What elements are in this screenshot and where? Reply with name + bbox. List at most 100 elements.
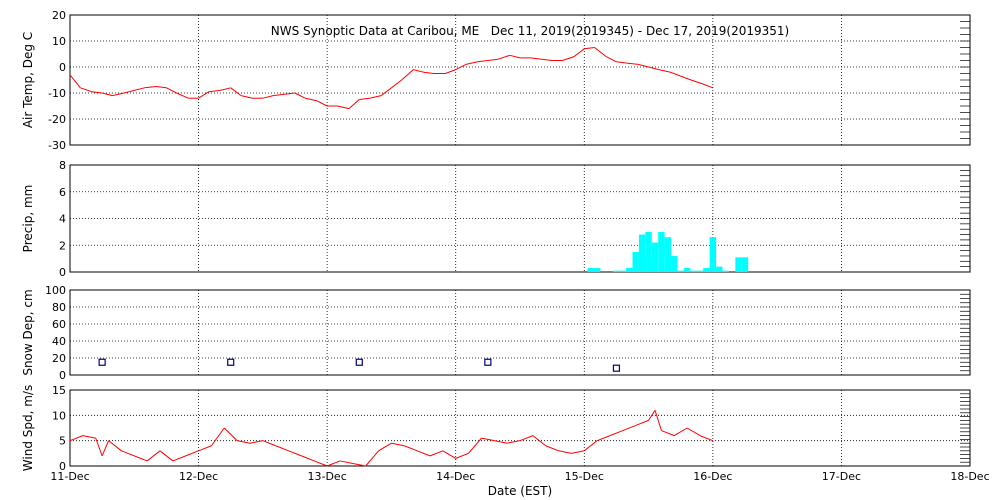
air-temp-segment bbox=[497, 54, 510, 60]
air-temp-segment bbox=[605, 56, 617, 63]
precip-bar bbox=[619, 270, 627, 272]
precip-bar bbox=[613, 270, 620, 272]
precip-bar bbox=[658, 231, 665, 272]
wind-speed-segment bbox=[339, 460, 353, 464]
wind-speed-segment bbox=[237, 440, 251, 444]
precip-bar bbox=[593, 267, 601, 272]
precip-bar bbox=[671, 255, 678, 272]
air-temp-segment bbox=[369, 95, 382, 99]
precip-bar bbox=[709, 237, 717, 272]
air-temp-segment bbox=[208, 89, 221, 93]
wind-speed-segment bbox=[558, 450, 572, 454]
wind-speed-segment bbox=[275, 445, 289, 452]
air-temp-segment bbox=[220, 87, 231, 91]
precip-bar bbox=[638, 234, 646, 272]
wind-speed-segment bbox=[314, 460, 328, 467]
air-temp-segment bbox=[562, 56, 575, 61]
wind-speed-segment bbox=[404, 445, 418, 452]
wind-speed-segment bbox=[108, 440, 122, 452]
air-temp-segment bbox=[690, 79, 703, 85]
x-tick-label: 14-Dec bbox=[436, 470, 475, 483]
wind-speed-segment bbox=[159, 450, 174, 462]
wind-speed-segment bbox=[661, 430, 675, 437]
air-temp-segment bbox=[680, 75, 692, 81]
y-tick-label: 80 bbox=[52, 301, 66, 314]
air-temp-segment bbox=[391, 79, 403, 89]
wind-speed-segment bbox=[416, 450, 431, 457]
wind-speed-segment bbox=[507, 440, 521, 444]
precip-bar bbox=[632, 251, 639, 272]
wind-speed-panel: 0 5 10 15 Wind Spd, m/s bbox=[21, 384, 971, 473]
air-temp-segment bbox=[541, 58, 553, 61]
air-temp-segment bbox=[240, 95, 253, 99]
x-tick-label: 12-Dec bbox=[179, 470, 218, 483]
x-tick-label: 11-Dec bbox=[50, 470, 89, 483]
y-tick-label: 15 bbox=[52, 384, 66, 397]
precip-bar bbox=[716, 266, 723, 272]
y-tick-label: 0 bbox=[59, 460, 66, 473]
snow-depth-point bbox=[355, 358, 363, 366]
air-temp-segment bbox=[176, 92, 189, 99]
air-temp-segment bbox=[573, 48, 585, 57]
wind-speed-y-axis-label: Wind Spd, m/s bbox=[21, 385, 35, 471]
wind-speed-segment bbox=[134, 455, 148, 462]
precip-bar bbox=[735, 257, 742, 272]
precip-bar bbox=[683, 267, 691, 272]
y-tick-label: 20 bbox=[52, 9, 66, 22]
air-temp-segment bbox=[69, 74, 81, 89]
wind-speed-segment bbox=[262, 440, 276, 447]
air-temp-segment bbox=[156, 86, 167, 89]
snow-depth-panel: 0 20 40 60 80 100 Snow Dep, cm bbox=[21, 284, 971, 382]
y-tick-label: -10 bbox=[48, 87, 66, 100]
x-tick-label: 17-Dec bbox=[822, 470, 861, 483]
precip-frame bbox=[69, 164, 971, 273]
wind-speed-segment bbox=[494, 440, 508, 444]
wind-speed-segment bbox=[249, 440, 263, 444]
air-temp-segment bbox=[294, 92, 306, 99]
air-temp-segment bbox=[638, 63, 649, 68]
wind-speed-segment bbox=[596, 435, 611, 442]
air-temp-segment bbox=[230, 87, 242, 96]
x-tick-label: 18-Dec bbox=[950, 470, 989, 483]
air-temp-segment bbox=[509, 54, 521, 59]
wind-speed-segment bbox=[686, 427, 701, 437]
y-tick-label: 100 bbox=[45, 284, 66, 297]
air-temp-segment bbox=[423, 71, 434, 74]
y-tick-label: 40 bbox=[52, 335, 66, 348]
y-tick-label: 0 bbox=[59, 61, 66, 74]
snow-depth-y-axis-label: Snow Dep, cm bbox=[21, 289, 35, 375]
air-temp-segment bbox=[91, 91, 103, 94]
wind-speed-segment bbox=[211, 427, 225, 447]
precip-bar bbox=[696, 270, 704, 272]
wind-speed-segment bbox=[609, 430, 624, 437]
air-temp-segment bbox=[262, 95, 274, 99]
precip-bar bbox=[651, 242, 659, 272]
air-temp-segment bbox=[702, 83, 714, 89]
wind-speed-segment bbox=[352, 462, 366, 467]
snow-depth-point bbox=[98, 358, 106, 366]
air-temp-segment bbox=[102, 92, 113, 97]
air-temp-segment bbox=[413, 69, 424, 73]
wind-speed-segment bbox=[429, 450, 444, 457]
precip-bar bbox=[645, 231, 652, 272]
wind-speed-segment bbox=[545, 445, 559, 452]
air-temp-segment bbox=[337, 105, 350, 110]
air-temp-segment bbox=[144, 86, 157, 89]
air-temp-frame bbox=[69, 14, 971, 146]
y-tick-label: 10 bbox=[52, 35, 66, 48]
wind-speed-frame bbox=[69, 389, 971, 467]
x-tick-label: 13-Dec bbox=[308, 470, 347, 483]
snow-depth-point bbox=[612, 364, 621, 372]
precip-bar bbox=[703, 267, 710, 272]
air-temp-segment bbox=[670, 71, 681, 77]
air-temp-segment bbox=[401, 69, 414, 81]
wind-speed-segment bbox=[699, 435, 714, 442]
y-tick-label: 20 bbox=[52, 352, 66, 365]
wind-speed-segment bbox=[648, 409, 656, 421]
air-temp-segment bbox=[455, 63, 467, 71]
wind-speed-segment bbox=[532, 435, 547, 447]
air-temp-segment bbox=[465, 61, 478, 65]
snow-depth-point bbox=[227, 358, 235, 366]
snow-depth-point bbox=[484, 358, 492, 366]
